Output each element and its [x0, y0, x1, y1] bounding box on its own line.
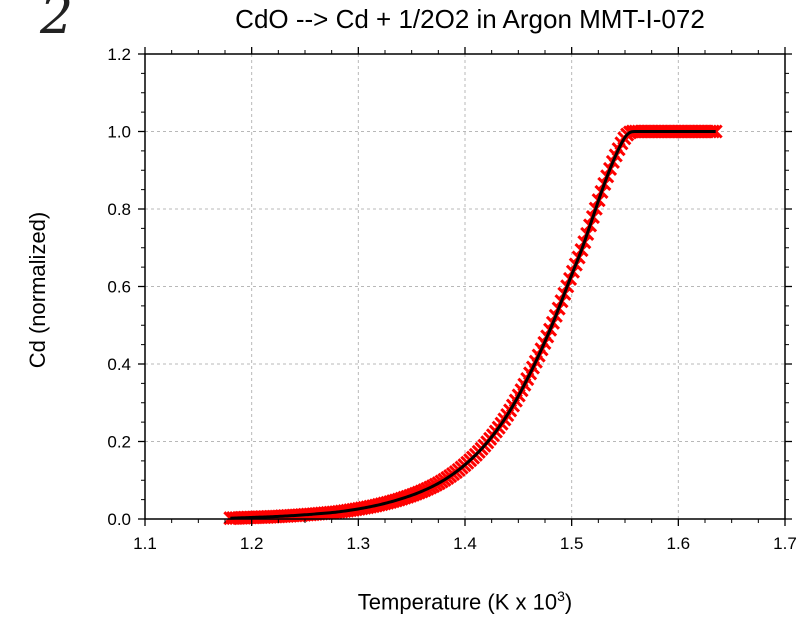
y-tick-label: 0.0 — [107, 510, 131, 529]
tick-labels: 1.1 1.2 1.3 1.4 1.5 1.6 1.7 0.0 0.2 0.4 0.6 0.8 1.0 1… — [107, 45, 796, 553]
x-axis-label: Temperature (K x 103) — [145, 588, 785, 615]
x-axis-label-suffix: ) — [564, 589, 573, 615]
grid-lines — [145, 54, 785, 519]
y-tick-label: 0.8 — [107, 200, 131, 219]
corner-mark: 2 — [40, 0, 74, 46]
x-axis-label-superscript: 3 — [557, 588, 565, 604]
y-tick-label: 0.4 — [107, 355, 131, 374]
x-tick-label: 1.4 — [453, 534, 477, 553]
fit-line-group — [230, 130, 716, 520]
axis-ticks — [138, 47, 792, 526]
x-tick-label: 1.2 — [240, 534, 264, 553]
x-tick-label: 1.3 — [347, 534, 371, 553]
x-tick-label: 1.7 — [773, 534, 797, 553]
y-tick-label: 0.6 — [107, 278, 131, 297]
chart-title: CdO --> Cd + 1/2O2 in Argon MMT-I-072 — [235, 4, 705, 34]
x-tick-label: 1.1 — [133, 534, 157, 553]
fit-line — [230, 130, 716, 520]
x-tick-label: 1.5 — [560, 534, 584, 553]
y-tick-label: 1.2 — [107, 45, 131, 64]
y-tick-label: 1.0 — [107, 123, 131, 142]
x-tick-label: 1.6 — [667, 534, 691, 553]
x-axis-label-text: Temperature (K x 10 — [357, 589, 558, 615]
y-tick-label: 0.2 — [107, 433, 131, 452]
data-markers — [223, 124, 723, 526]
